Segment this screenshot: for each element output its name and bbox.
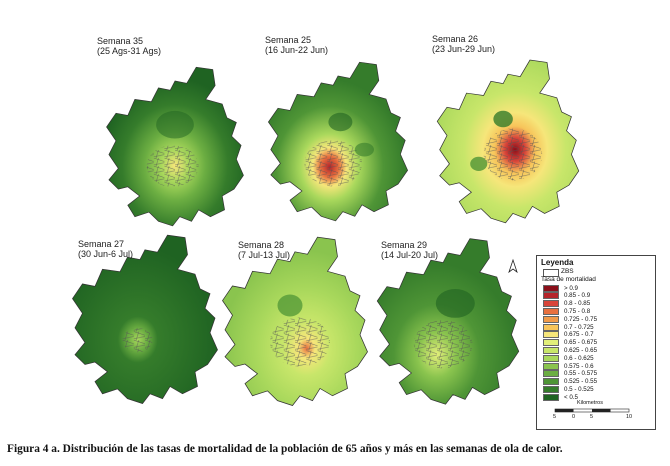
legend-class-row: 0.55 - 0.575 [543, 370, 597, 378]
zbs-swatch [543, 269, 559, 277]
legend-class-label: 0.75 - 0.8 [564, 307, 591, 315]
scale-unit: Kilometros [577, 400, 603, 406]
legend-swatch [543, 323, 559, 331]
legend-class-label: 0.65 - 0.675 [564, 339, 598, 347]
map-1-dates: (25 Ags-31 Ags) [97, 46, 162, 56]
legend-swatch [543, 331, 559, 339]
legend-swatch [543, 385, 559, 393]
map-semana-29 [376, 237, 520, 405]
legend-class-row: 0.75 - 0.8 [543, 307, 590, 315]
legend-class-label: 0.8 - 0.85 [564, 300, 591, 308]
scale-tick-1: 5 [553, 414, 557, 420]
legend-class-row: 0.65 - 0.675 [543, 339, 597, 347]
map-6-title: Semana 29 [381, 240, 428, 250]
map-5-title: Semana 28 [238, 240, 285, 250]
map-4-dates: (30 Jun-6 Jul) [78, 249, 134, 259]
legend-title: Leyenda [541, 258, 574, 267]
legend-class-row: 0.675 - 0.7 [543, 331, 594, 339]
legend-class-row: 0.625 - 0.65 [543, 346, 597, 354]
map-semana-28 [221, 236, 369, 407]
map-1-title: Semana 35 [97, 36, 144, 46]
legend-class-label: 0.5 - 0.525 [564, 385, 594, 393]
legend-class-label: 0.525 - 0.55 [564, 378, 598, 386]
legend-swatch [543, 346, 559, 354]
legend-class-label: 0.575 - 0.6 [564, 362, 594, 370]
map-3-dates: (23 Jun-29 Jun) [432, 44, 496, 54]
map-semana-35 [105, 66, 245, 227]
legend-swatch [543, 300, 559, 308]
map-4-title: Semana 27 [78, 239, 125, 249]
legend-swatch [543, 292, 559, 300]
legend-class-row: > 0.9 [543, 284, 578, 292]
map-2-title: Semana 25 [265, 35, 312, 45]
map-semana-26 [436, 59, 580, 224]
legend-class-row: 0.575 - 0.6 [543, 362, 594, 370]
legend-class-row: 0.8 - 0.85 [543, 300, 590, 308]
legend-swatch [543, 370, 559, 378]
map-2-dates: (16 Jun-22 Jun) [265, 45, 329, 55]
legend-class-row: 0.5 - 0.525 [543, 385, 594, 393]
map-semana-27 [71, 234, 219, 405]
legend-swatch [543, 284, 559, 292]
scale-tick-3: 5 [590, 414, 594, 420]
legend-swatch [543, 339, 559, 347]
zbs-label: ZBS [561, 268, 574, 275]
legend-class-row: 0.7 - 0.725 [543, 323, 594, 331]
map-5-dates: (7 Jul-13 Jul) [238, 250, 291, 260]
legend-class-row: 0.85 - 0.9 [543, 292, 590, 300]
legend: Leyenda ZBS Tasa de mortalidad > 0.9 0.85… [536, 255, 656, 430]
legend-class-row: 0.725 - 0.75 [543, 315, 597, 323]
legend-swatch [543, 362, 559, 370]
legend-swatch [543, 315, 559, 323]
legend-swatch [543, 354, 559, 362]
legend-class-label: > 0.9 [564, 284, 578, 292]
scale-bar [554, 408, 630, 413]
legend-class-label: 0.725 - 0.75 [564, 315, 598, 323]
legend-class-label: 0.85 - 0.9 [564, 292, 591, 300]
scale-tick-2: 0 [572, 414, 576, 420]
legend-subtitle: Tasa de mortalidad [541, 276, 596, 283]
legend-swatch [543, 393, 559, 401]
legend-class-label: 0.55 - 0.575 [564, 370, 598, 378]
legend-class-label: 0.625 - 0.65 [564, 346, 598, 354]
map-6-dates: (14 Jul-20 Jul) [381, 250, 439, 260]
scale-tick-4: 10 [626, 414, 633, 420]
legend-class-row: 0.6 - 0.625 [543, 354, 594, 362]
legend-class-label: 0.675 - 0.7 [564, 331, 594, 339]
figure-caption: Figura 4 a. Distribución de las tasas de… [7, 443, 563, 455]
legend-class-label: 0.6 - 0.625 [564, 354, 594, 362]
legend-class-label: < 0.5 [564, 393, 578, 401]
legend-class-row: < 0.5 [543, 393, 578, 401]
legend-class-label: 0.7 - 0.725 [564, 323, 594, 331]
north-arrow-icon [508, 258, 518, 274]
legend-class-row: 0.525 - 0.55 [543, 378, 597, 386]
map-semana-25 [267, 61, 409, 222]
legend-swatch [543, 307, 559, 315]
legend-swatch [543, 378, 559, 386]
map-3-title: Semana 26 [432, 34, 479, 44]
